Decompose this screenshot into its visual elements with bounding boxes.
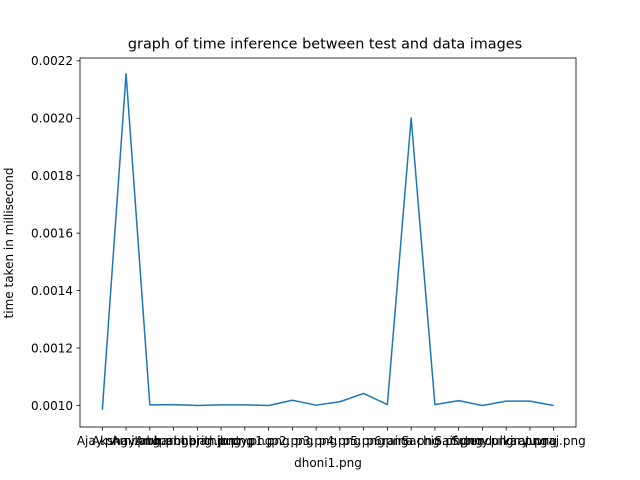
- x-tick-label: harbhajan.png: [154, 434, 241, 448]
- y-tick-label: 0.0014: [31, 284, 73, 298]
- x-tick-label: Akshay.png: [92, 434, 160, 448]
- y-tick-label: 0.0016: [31, 226, 73, 240]
- x-tick-label: hrithik.png: [189, 434, 254, 448]
- x-tick-label: Saif.png: [435, 434, 483, 448]
- x-tick-label: raina.png: [383, 434, 440, 448]
- y-tick-label: 0.0020: [31, 112, 73, 126]
- x-tick-label: Amitabh.png: [111, 434, 188, 448]
- x-tick-label: yuvraj.png: [522, 434, 586, 448]
- series-line-0: [101, 73, 554, 410]
- x-tick-label: Ajay.png: [77, 434, 128, 448]
- x-axis: Ajay.pngAkshay.pngAmitabh.pngAnupam.pngh…: [77, 427, 586, 448]
- x-tick-label: p2.png: [271, 434, 313, 448]
- x-tick-label: Sunny.png: [451, 434, 513, 448]
- y-tick-label: 0.0022: [31, 54, 73, 68]
- x-tick-label: jonty.png: [216, 434, 272, 448]
- x-tick-label: tendulkar.png: [465, 434, 548, 448]
- x-tick-label: Anupam.png: [135, 434, 212, 448]
- x-axis-label: dhoni1.png: [294, 456, 362, 470]
- x-tick-label: p3.png: [295, 434, 337, 448]
- x-tick-label: p6.png: [366, 434, 408, 448]
- y-axis-label: time taken in millisecond: [2, 168, 16, 319]
- y-tick-label: 0.0012: [31, 341, 73, 355]
- x-tick-label: p5.png: [343, 434, 385, 448]
- y-tick-label: 0.0010: [31, 399, 73, 413]
- y-axis: 0.0010 0.0012 0.0014 0.0016 0.0018 0.0020 0.00…: [31, 54, 80, 413]
- x-tick-label: p1.png: [248, 434, 290, 448]
- x-tick-label: virat.png: [503, 434, 557, 448]
- x-tick-label: p4.png: [319, 434, 361, 448]
- plot-area: [79, 57, 577, 428]
- x-tick-label: Sachin.png: [402, 434, 469, 448]
- y-tick-label: 0.0018: [31, 169, 73, 183]
- plot-frame: [79, 57, 577, 428]
- chart-title: graph of time inference between test and…: [128, 37, 522, 53]
